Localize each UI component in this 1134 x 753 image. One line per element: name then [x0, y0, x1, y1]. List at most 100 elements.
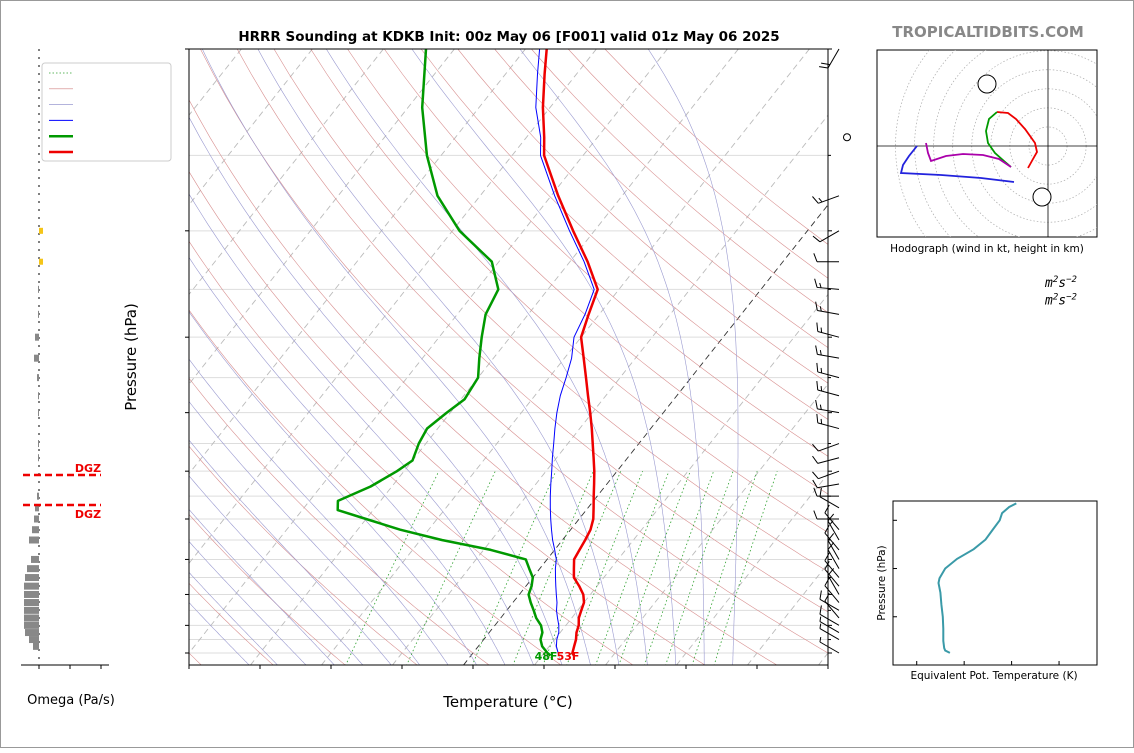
- mixing-ratio-line: [472, 471, 556, 666]
- pseudoadiabat: [156, 49, 562, 666]
- omega-bar-dgz-marker: [39, 259, 43, 265]
- rm-marker: [978, 75, 996, 93]
- barb-flag: [813, 480, 818, 488]
- omega-bar: [24, 607, 39, 614]
- omega-bar: [27, 565, 39, 572]
- surface-temp-label: 53F: [557, 650, 580, 663]
- barb-flag: [814, 253, 817, 261]
- omega-bar: [31, 556, 39, 563]
- barb-flag: [813, 236, 820, 242]
- barb-flag: [821, 386, 822, 391]
- omega-bar: [37, 493, 39, 500]
- dry-adiabat: [127, 49, 710, 668]
- omega-bar: [24, 622, 39, 629]
- omega-bar: [38, 392, 39, 399]
- barb-flag: [821, 63, 830, 64]
- isotherm: [248, 49, 739, 668]
- pseudoadiabat: [118, 49, 534, 666]
- omega-bar: [24, 614, 39, 621]
- mixing-ratio-lines: [345, 471, 777, 666]
- temp-axis-label: Temperature (°C): [442, 693, 572, 711]
- mixing-ratio-line: [406, 471, 495, 666]
- index-unit: m2s−2: [1044, 275, 1077, 291]
- barb-flag: [825, 505, 829, 513]
- legend: [42, 63, 171, 161]
- omega-bar: [34, 516, 39, 523]
- barb-flag: [817, 363, 818, 372]
- omega-axis-label: Omega (Pa/s): [27, 693, 115, 708]
- barb-flag: [812, 197, 818, 204]
- mixing-ratio-line: [692, 471, 757, 666]
- dry-adiabat: [200, 49, 854, 668]
- barb-flag: [820, 405, 821, 410]
- calm-circle: [844, 134, 851, 141]
- omega-bar: [38, 409, 39, 416]
- barb-staff: [818, 444, 839, 452]
- barb-flag: [817, 381, 818, 390]
- barb-staff: [820, 642, 839, 653]
- skewt-frame: [189, 49, 828, 665]
- omega-bar: [24, 599, 39, 606]
- barb-flag: [817, 414, 818, 423]
- barb-flag: [819, 67, 828, 68]
- barb-staff: [820, 231, 839, 242]
- omega-bar: [37, 374, 39, 381]
- isotherm: [319, 49, 810, 668]
- omega-bar: [35, 334, 39, 341]
- dgz-label-bottom: DGZ: [75, 508, 101, 521]
- barb-staff: [818, 471, 839, 479]
- chart-title: HRRR Sounding at KDKB Init: 00z May 06 […: [238, 29, 779, 45]
- barb-flag: [821, 328, 822, 333]
- omega-bar: [38, 311, 39, 318]
- theta-e-ylabel: Pressure (hPa): [876, 545, 888, 620]
- pseudoadiabat: [520, 49, 704, 666]
- mixing-ratio-line: [619, 471, 691, 666]
- mixing-ratio-line: [567, 471, 643, 666]
- barb-flag: [828, 533, 834, 540]
- barb-flag: [820, 350, 821, 355]
- omega-bar: [24, 583, 39, 590]
- barb-flag: [812, 472, 818, 479]
- mixing-ratio-line: [345, 471, 438, 666]
- barb-staff: [820, 629, 839, 640]
- barb-flag: [825, 578, 829, 586]
- watermark: TROPICALTIDBITS.COM: [892, 23, 1084, 41]
- omega-bar: [33, 643, 39, 650]
- barb-flag: [820, 624, 821, 629]
- mixing-ratio-line: [666, 471, 734, 666]
- omega-bar: [32, 526, 39, 533]
- barb-flag: [816, 346, 818, 355]
- omega-bar: [38, 286, 39, 293]
- omega-bar: [38, 454, 39, 461]
- hodograph-caption: Hodograph (wind in kt, height in km): [890, 243, 1084, 255]
- omega-bar-dgz-marker: [39, 228, 43, 234]
- omega-bar: [34, 355, 39, 362]
- barb-flag: [817, 323, 818, 332]
- barb-staff: [818, 196, 839, 204]
- barb-flag: [820, 637, 821, 642]
- barb-flag: [812, 456, 817, 463]
- omega-bar: [38, 440, 39, 447]
- omega-bar: [29, 536, 39, 543]
- barb-flag: [816, 400, 818, 409]
- index-unit: m2s−2: [1044, 293, 1077, 309]
- isotherm: [177, 49, 668, 668]
- barb-flag: [820, 590, 821, 599]
- isotherm: [106, 49, 597, 668]
- barb-flag: [814, 511, 817, 519]
- omega-bar: [25, 574, 39, 581]
- surface-dewpoint-label: 48F: [535, 650, 558, 663]
- mixing-ratio-line: [714, 471, 777, 666]
- legend-box: [42, 63, 171, 161]
- barb-flag: [820, 283, 821, 288]
- pseudoadiabat: [648, 49, 738, 666]
- pressure-axis-label: Pressure (hPa): [122, 303, 140, 411]
- dgz-label-top: DGZ: [75, 462, 101, 475]
- barb-flag: [821, 368, 822, 373]
- omega-bar: [24, 591, 39, 598]
- omega-bar: [25, 629, 39, 636]
- barb-flag: [815, 279, 817, 288]
- barb-flag: [819, 198, 822, 202]
